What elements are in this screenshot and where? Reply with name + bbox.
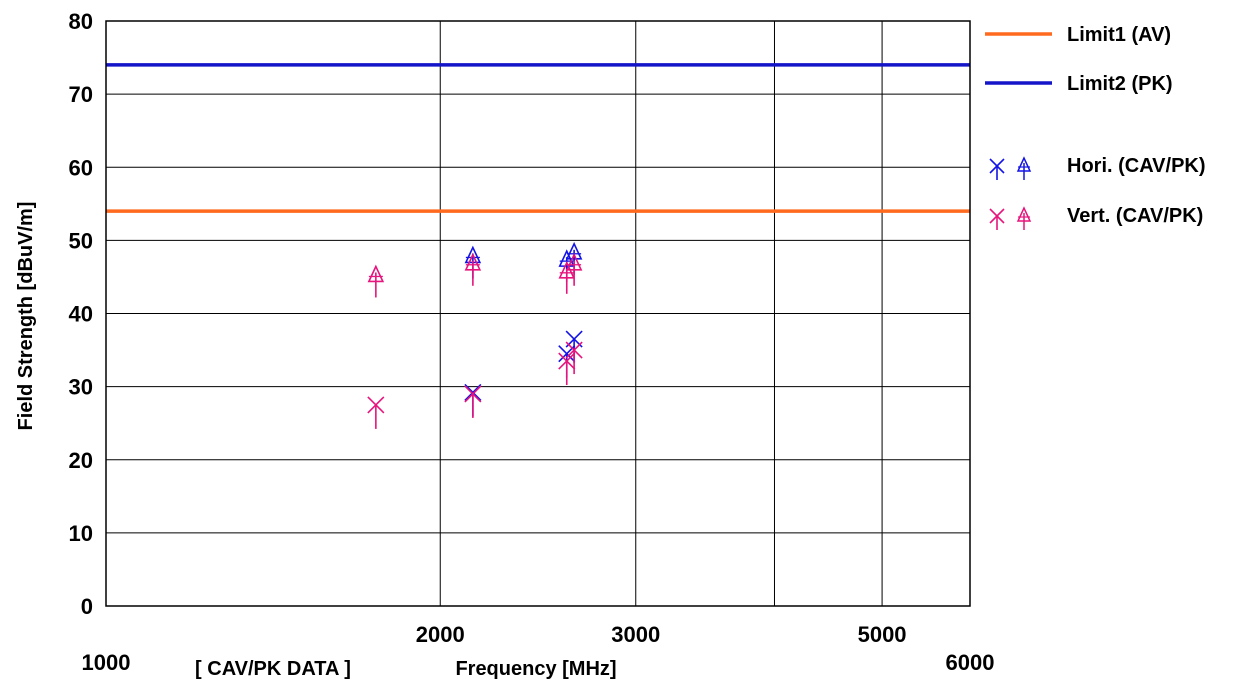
limit-lines <box>106 63 970 213</box>
legend-cross-marker <box>989 158 1005 180</box>
pk-point <box>367 264 385 298</box>
pk-point <box>464 252 482 286</box>
y-tick-label: 70 <box>69 82 93 107</box>
y-tick-label: 40 <box>69 302 93 327</box>
cav-point <box>565 341 583 375</box>
y-axis-label: Field Strength [dBuV/m] <box>15 202 37 431</box>
legend-label: Hori. (CAV/PK) <box>1067 155 1206 177</box>
data-type-note: [ CAV/PK DATA ] <box>195 658 351 680</box>
y-tick-label: 0 <box>81 594 93 619</box>
legend: Limit1 (AV) Limit2 (PK) Hori. (CAV/PK) Vert… <box>985 24 1206 230</box>
data-points <box>367 241 583 429</box>
x-tick-labels: 2000 3000 5000 1000 6000 <box>82 622 995 675</box>
cav-point <box>558 352 576 386</box>
x-tick-label: 1000 <box>82 650 131 675</box>
x-tick-label: 5000 <box>858 622 907 647</box>
legend-item: Hori. (CAV/PK) <box>989 155 1206 180</box>
legend-triangle-marker <box>1016 156 1032 180</box>
y-tick-label: 50 <box>69 228 93 253</box>
legend-label: Limit2 (PK) <box>1067 73 1173 95</box>
y-tick-label: 60 <box>69 155 93 180</box>
x-tick-label: 2000 <box>416 622 465 647</box>
y-tick-label: 80 <box>69 9 93 34</box>
legend-label: Limit1 (AV) <box>1067 24 1171 46</box>
plot-frame <box>105 20 971 607</box>
y-tick-label: 30 <box>69 375 93 400</box>
pk-point <box>565 252 583 286</box>
legend-item: Limit1 (AV) <box>985 24 1171 46</box>
x-tick-label: 6000 <box>946 650 995 675</box>
grid <box>106 20 970 607</box>
cav-point <box>367 396 385 429</box>
legend-item: Vert. (CAV/PK) <box>989 205 1203 230</box>
cav-point <box>464 385 482 418</box>
legend-item: Limit2 (PK) <box>985 73 1173 95</box>
y-tick-label: 10 <box>69 521 93 546</box>
legend-triangle-marker <box>1016 206 1032 230</box>
y-tick-label: 20 <box>69 448 93 473</box>
x-axis-label: Frequency [MHz] <box>455 658 616 680</box>
legend-cross-marker <box>989 208 1005 230</box>
legend-label: Vert. (CAV/PK) <box>1067 205 1203 227</box>
y-tick-labels: 0 10 20 30 40 50 60 70 80 <box>69 9 93 619</box>
x-tick-label: 3000 <box>611 622 660 647</box>
